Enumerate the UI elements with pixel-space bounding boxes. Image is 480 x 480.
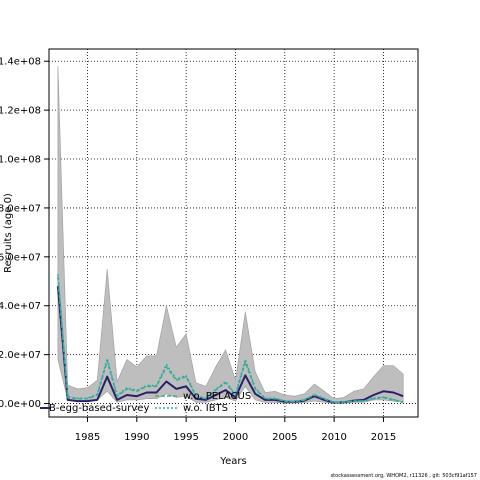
- y-axis: 0.0e+00 2.0e+07 4.0e+07 6.0e+07 8.0e+07 1.0e+…: [0, 57, 49, 410]
- y-tick-label: 6.0e+07: [0, 252, 41, 263]
- y-tick-label: 2.0e+07: [0, 350, 41, 361]
- x-axis-title: Years: [219, 456, 246, 467]
- y-tick-label: 1.0e+08: [0, 155, 41, 166]
- x-tick-label: 2015: [371, 432, 396, 443]
- y-tick-label: 1.2e+08: [0, 106, 41, 117]
- x-axis: 1985 1990 1995 2000 2005 2010 2015: [75, 417, 396, 443]
- y-axis-title: Recruits (age 0): [3, 193, 14, 273]
- series-line-0: [56, 286, 404, 404]
- series-layer: [56, 273, 404, 404]
- x-tick-label: 2000: [223, 432, 248, 443]
- legend-label-pelacus: w.o. PELACUS: [183, 391, 251, 402]
- x-tick-label: 2010: [321, 432, 346, 443]
- x-tick-label: 1990: [124, 432, 149, 443]
- x-tick-label: 2005: [272, 432, 297, 443]
- y-tick-label: 4.0e+07: [0, 301, 41, 312]
- legend-label-b-egg: B-egg-based-survey: [49, 403, 149, 414]
- y-tick-label: 1.4e+08: [0, 57, 41, 68]
- y-tick-label: 8.0e+07: [0, 203, 41, 214]
- footer-credit: stockassessment.org, WHOM2, r11326 , git…: [330, 473, 477, 479]
- x-tick-label: 1995: [173, 432, 198, 443]
- plot-frame: [48, 48, 419, 418]
- series-line-1: [57, 276, 404, 404]
- y-tick-label: 0.0e+00: [0, 399, 41, 410]
- legend-label-ibts: w.o. IBTS: [183, 403, 228, 414]
- grid-lines: [49, 49, 418, 417]
- x-tick-label: 1985: [75, 432, 100, 443]
- legend: B-egg-based-survey w.o. PELACUS w.o. IBT…: [40, 391, 251, 414]
